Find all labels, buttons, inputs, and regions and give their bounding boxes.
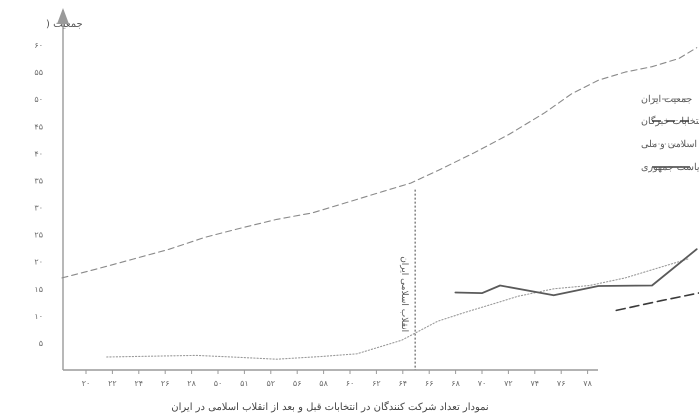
series-line-1 bbox=[61, 47, 698, 279]
x-tick-label: ۷۴ bbox=[531, 379, 540, 388]
x-tick-label: ۲۰ bbox=[82, 379, 91, 388]
x-tick-label: ۷۸ bbox=[583, 379, 592, 388]
x-tick-label: ۶۲ bbox=[372, 379, 381, 388]
x-tick-label: ۶۰ bbox=[346, 379, 355, 388]
y-tick-label: ۱۵ bbox=[34, 285, 43, 294]
revolution-annotation: انقلاب اسلامی ایران bbox=[399, 189, 416, 370]
legend-label: انتخابات مجلس شورای اسلامی و ملی bbox=[641, 139, 699, 150]
x-tick-label: ۲۶ bbox=[161, 379, 170, 388]
series-line-2 bbox=[615, 292, 699, 312]
x-tick-label: ۷۶ bbox=[557, 379, 566, 388]
y-tick-label: ۲۵ bbox=[34, 231, 43, 240]
axes bbox=[57, 8, 598, 371]
y-tick-label: ۳۵ bbox=[34, 176, 43, 185]
y-tick-label: ۵۵ bbox=[34, 68, 43, 77]
x-tick-label: ۶۴ bbox=[399, 379, 408, 388]
y-tick-label: ۳۰ bbox=[34, 204, 43, 213]
x-tick-label: ۶۸ bbox=[451, 379, 460, 388]
chart-caption: نمودار تعداد شرکت کنندگان در انتخابات قب… bbox=[171, 401, 488, 413]
y-axis-label: جمعیت ( bbox=[46, 19, 83, 30]
x-tick-label: ۶۶ bbox=[425, 379, 434, 388]
x-tick-label: ۵۱ bbox=[240, 379, 249, 388]
y-tick-label: ۱۰ bbox=[34, 312, 43, 321]
series-line-3 bbox=[106, 258, 689, 360]
x-tick-label: ۵۶ bbox=[293, 379, 302, 388]
revolution-marker-label: انقلاب اسلامی ایران bbox=[399, 256, 409, 332]
y-ticks: ۵ ۱۰ ۱۵ ۲۰ ۲۵ ۳۰ ۳۵ ۴۰ ۴۵ ۵۰ ۵۵ ۶۰ bbox=[34, 41, 43, 348]
x-tick-label: ۲۸ bbox=[187, 379, 196, 388]
x-tick-label: ۵۰ bbox=[214, 379, 223, 388]
x-tick-label: ۵۸ bbox=[319, 379, 328, 388]
y-tick-label: ۴۵ bbox=[34, 122, 43, 131]
x-tick-label: ۲۴ bbox=[135, 379, 144, 388]
x-ticks: ۲۰ ۲۲ ۲۴ ۲۶ ۲۸ ۵۰ ۵۱ ۵۲ ۵۶ ۵۸ ۶۰ ۶۲ ۶۴ ۶۶ ۶۸ ۷۰ ۷۲ ۷۴ ۷۶ ۷۸ bbox=[82, 370, 593, 388]
y-tick-label: ۵۰ bbox=[34, 95, 43, 104]
x-tick-label: ۷۰ bbox=[478, 379, 487, 388]
y-tick-label: ۴۰ bbox=[34, 149, 43, 158]
series-line-4 bbox=[454, 248, 698, 297]
x-tick-label: ۵۲ bbox=[267, 379, 276, 388]
y-tick-label: ۵ bbox=[39, 339, 43, 348]
y-axis-arrow-icon bbox=[57, 8, 69, 24]
x-tick-label: ۷۲ bbox=[504, 379, 513, 388]
series bbox=[61, 47, 699, 360]
y-tick-label: ۶۰ bbox=[34, 41, 43, 50]
x-tick-label: ۲۲ bbox=[108, 379, 117, 388]
y-tick-label: ۲۰ bbox=[34, 258, 43, 267]
